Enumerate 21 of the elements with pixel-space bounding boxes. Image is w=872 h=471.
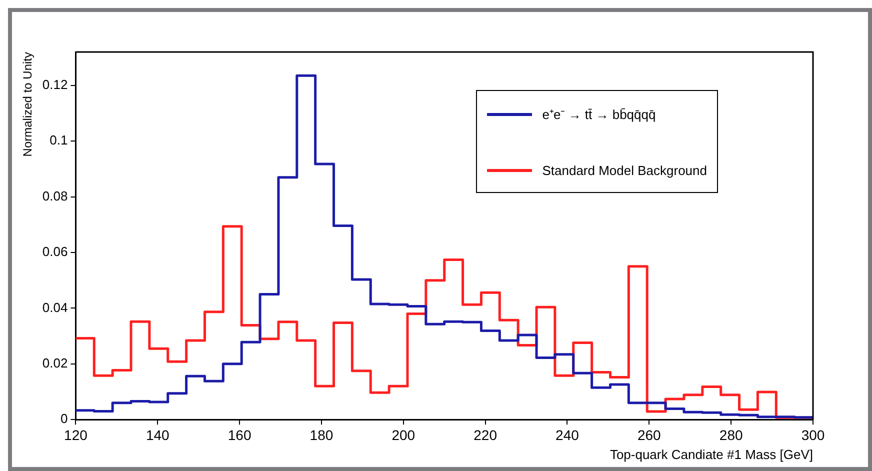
- x-tick-label: 240: [556, 426, 580, 443]
- y-tick-label: 0.02: [42, 355, 68, 370]
- x-tick-label: 180: [310, 426, 334, 443]
- y-tick-label: 0.08: [42, 188, 68, 204]
- x-tick-label: 280: [719, 426, 743, 443]
- x-tick-label: 160: [228, 426, 252, 443]
- x-tick-label: 140: [146, 426, 170, 443]
- legend-label: e⁺e⁻ → tt̄ → bb̄qq̄qq̄: [542, 106, 656, 123]
- y-tick-label: 0.04: [42, 300, 68, 315]
- x-tick-label: 300: [801, 426, 825, 443]
- legend-label: Standard Model Background: [542, 163, 707, 178]
- x-tick-label: 120: [64, 426, 88, 443]
- x-tick-label: 220: [474, 426, 498, 443]
- x-tick-label: 260: [637, 426, 662, 443]
- y-tick-label: 0.12: [42, 76, 68, 92]
- y-tick-label: 0.1: [50, 132, 68, 148]
- x-tick-label: 200: [392, 426, 416, 443]
- y-tick-label: 0: [60, 411, 68, 426]
- y-tick-label: 0.06: [42, 244, 68, 260]
- y-axis-title: Normalized to Unity: [20, 52, 35, 157]
- x-axis-title: Top-quark Candiate #1 Mass [GeV]: [610, 446, 813, 462]
